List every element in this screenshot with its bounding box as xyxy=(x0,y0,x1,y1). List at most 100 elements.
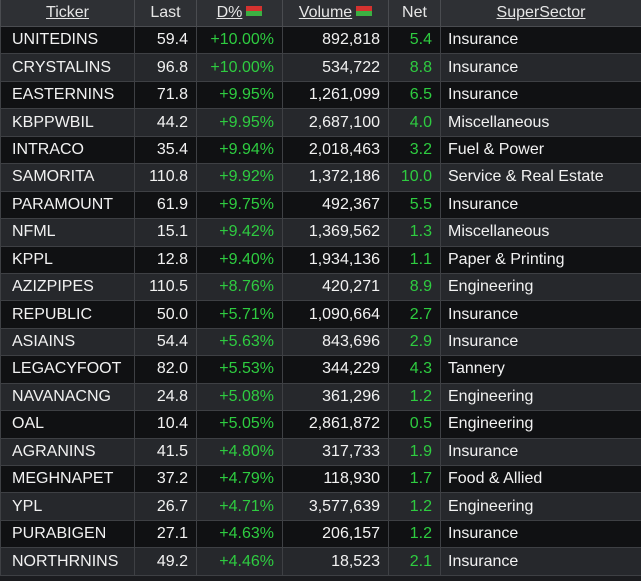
change-column-header[interactable]: D% xyxy=(196,0,283,27)
table-row[interactable]: UNITEDINS 59.4 +10.00% 892,818 5.4 Insurance xyxy=(0,25,641,55)
change-percent-cell: +9.75% xyxy=(196,190,283,220)
table-row[interactable]: KBPPWBIL 44.2 +9.95% 2,687,100 4.0 Miscellane… xyxy=(0,108,641,137)
change-percent-cell: +9.40% xyxy=(196,245,283,274)
net-column-header: Net xyxy=(388,0,441,27)
last-price-cell: 41.5 xyxy=(134,437,197,467)
table-row[interactable]: REPUBLIC 50.0 +5.71% 1,090,664 2.7 Insurance xyxy=(0,300,641,329)
volume-cell: 1,372,186 xyxy=(282,163,389,192)
change-sort-link[interactable]: D% xyxy=(216,4,243,21)
change-percent-cell: +5.53% xyxy=(196,355,283,384)
table-header: Ticker Last D% Volume Net SuperSector xyxy=(0,0,641,27)
volume-cell: 118,930 xyxy=(282,464,389,494)
last-price-cell: 71.8 xyxy=(134,80,197,110)
table-row[interactable]: NORTHRNINS 49.2 +4.46% 18,523 2.1 Insurance xyxy=(0,547,641,576)
table-row[interactable]: NFML 15.1 +9.42% 1,369,562 1.3 Miscellaneous xyxy=(0,218,641,247)
change-percent-cell: +9.95% xyxy=(196,108,283,137)
volume-cell: 843,696 xyxy=(282,327,389,357)
table-row[interactable]: OAL 10.4 +5.05% 2,861,872 0.5 Engineering xyxy=(0,410,641,439)
last-price-cell: 15.1 xyxy=(134,218,197,247)
volume-cell: 420,271 xyxy=(282,272,389,302)
supersector-cell: Engineering xyxy=(440,410,641,439)
supersector-cell: Engineering xyxy=(440,382,641,412)
volume-cell: 317,733 xyxy=(282,437,389,467)
table-row[interactable]: AZIZPIPES 110.5 +8.76% 420,271 8.9 Engineerin… xyxy=(0,272,641,302)
last-price-cell: 61.9 xyxy=(134,190,197,220)
table-row[interactable]: LEGACYFOOT 82.0 +5.53% 344,229 4.3 Tannery xyxy=(0,355,641,384)
last-price-cell: 35.4 xyxy=(134,135,197,165)
ticker-cell: OAL xyxy=(0,410,135,439)
sort-indicator-icon[interactable] xyxy=(246,6,263,16)
ticker-cell: NORTHRNINS xyxy=(0,547,135,576)
change-percent-cell: +5.71% xyxy=(196,300,283,329)
net-change-cell: 2.1 xyxy=(388,547,441,576)
table-row[interactable]: MEGHNAPET 37.2 +4.79% 118,930 1.7 Food & Alli… xyxy=(0,464,641,494)
volume-cell: 1,934,136 xyxy=(282,245,389,274)
net-change-cell: 5.4 xyxy=(388,25,441,55)
net-change-cell: 6.5 xyxy=(388,80,441,110)
net-header-label: Net xyxy=(402,4,427,21)
volume-cell: 1,090,664 xyxy=(282,300,389,329)
ticker-cell: LEGACYFOOT xyxy=(0,355,135,384)
last-price-cell: 37.2 xyxy=(134,464,197,494)
table-row[interactable]: PURABIGEN 27.1 +4.63% 206,157 1.2 Insurance xyxy=(0,519,641,549)
net-change-cell: 1.1 xyxy=(388,245,441,274)
volume-cell: 2,861,872 xyxy=(282,410,389,439)
volume-column-header[interactable]: Volume xyxy=(282,0,389,27)
volume-cell: 492,367 xyxy=(282,190,389,220)
net-change-cell: 1.3 xyxy=(388,218,441,247)
sector-sort-link[interactable]: SuperSector xyxy=(496,4,586,21)
supersector-cell: Tannery xyxy=(440,355,641,384)
change-percent-cell: +5.08% xyxy=(196,382,283,412)
net-change-cell: 4.0 xyxy=(388,108,441,137)
supersector-cell: Fuel & Power xyxy=(440,135,641,165)
ticker-cell: INTRACO xyxy=(0,135,135,165)
change-percent-cell: +4.71% xyxy=(196,492,283,521)
table-row[interactable]: EASTERNINS 71.8 +9.95% 1,261,099 6.5 Insuranc… xyxy=(0,80,641,110)
table-row[interactable]: YPL 26.7 +4.71% 3,577,639 1.2 Engineering xyxy=(0,492,641,521)
sector-column-header[interactable]: SuperSector xyxy=(440,0,641,27)
table-row[interactable]: PARAMOUNT 61.9 +9.75% 492,367 5.5 Insurance xyxy=(0,190,641,220)
ticker-cell: KPPL xyxy=(0,245,135,274)
last-header-label: Last xyxy=(150,4,181,21)
table-body: UNITEDINS 59.4 +10.00% 892,818 5.4 Insurance C… xyxy=(0,25,641,576)
supersector-cell: Insurance xyxy=(440,437,641,467)
last-column-header: Last xyxy=(134,0,197,27)
net-change-cell: 1.7 xyxy=(388,464,441,494)
sort-indicator-icon[interactable] xyxy=(356,6,373,16)
ticker-cell: PARAMOUNT xyxy=(0,190,135,220)
net-change-cell: 10.0 xyxy=(388,163,441,192)
table-row[interactable]: INTRACO 35.4 +9.94% 2,018,463 3.2 Fuel & Powe… xyxy=(0,135,641,165)
ticker-cell: SAMORITA xyxy=(0,163,135,192)
volume-cell: 344,229 xyxy=(282,355,389,384)
table-row[interactable]: AGRANINS 41.5 +4.80% 317,733 1.9 Insurance xyxy=(0,437,641,467)
volume-cell: 534,722 xyxy=(282,53,389,82)
change-percent-cell: +4.80% xyxy=(196,437,283,467)
table-row[interactable]: SAMORITA 110.8 +9.92% 1,372,186 10.0 Service … xyxy=(0,163,641,192)
table-row[interactable]: NAVANACNG 24.8 +5.08% 361,296 1.2 Engineering xyxy=(0,382,641,412)
ticker-sort-link[interactable]: Ticker xyxy=(46,4,89,21)
header-row: Ticker Last D% Volume Net SuperSector xyxy=(0,0,641,27)
last-price-cell: 110.8 xyxy=(134,163,197,192)
last-price-cell: 26.7 xyxy=(134,492,197,521)
net-change-cell: 8.8 xyxy=(388,53,441,82)
volume-cell: 2,687,100 xyxy=(282,108,389,137)
supersector-cell: Insurance xyxy=(440,519,641,549)
table-row[interactable]: KPPL 12.8 +9.40% 1,934,136 1.1 Paper & Printi… xyxy=(0,245,641,274)
ticker-column-header[interactable]: Ticker xyxy=(0,0,135,27)
net-change-cell: 2.7 xyxy=(388,300,441,329)
table-row[interactable]: ASIAINS 54.4 +5.63% 843,696 2.9 Insurance xyxy=(0,327,641,357)
ticker-cell: PURABIGEN xyxy=(0,519,135,549)
table-row[interactable]: CRYSTALINS 96.8 +10.00% 534,722 8.8 Insurance xyxy=(0,53,641,82)
volume-sort-link[interactable]: Volume xyxy=(298,4,353,21)
last-price-cell: 44.2 xyxy=(134,108,197,137)
ticker-cell: KBPPWBIL xyxy=(0,108,135,137)
change-percent-cell: +9.95% xyxy=(196,80,283,110)
ticker-cell: NFML xyxy=(0,218,135,247)
supersector-cell: Insurance xyxy=(440,25,641,55)
change-percent-cell: +8.76% xyxy=(196,272,283,302)
ticker-cell: MEGHNAPET xyxy=(0,464,135,494)
supersector-cell: Paper & Printing xyxy=(440,245,641,274)
supersector-cell: Miscellaneous xyxy=(440,218,641,247)
volume-cell: 361,296 xyxy=(282,382,389,412)
supersector-cell: Insurance xyxy=(440,53,641,82)
